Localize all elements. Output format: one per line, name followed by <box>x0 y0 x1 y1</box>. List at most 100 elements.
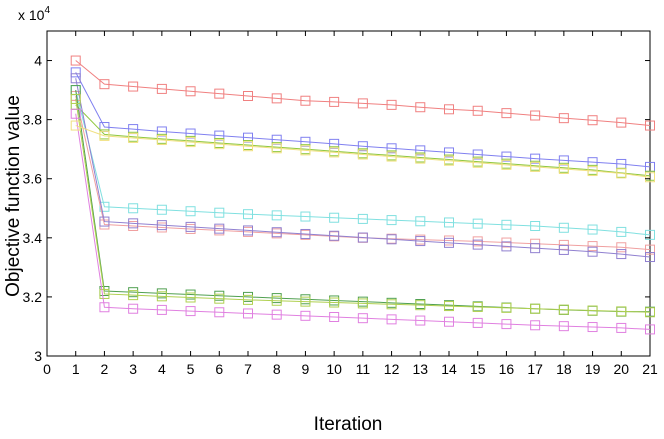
series-1 <box>70 55 655 131</box>
data-point <box>156 304 167 315</box>
data-point <box>156 135 167 146</box>
data-point <box>558 304 569 315</box>
data-point <box>444 155 454 166</box>
data-point <box>386 215 397 226</box>
data-point <box>444 301 454 312</box>
data-point <box>386 299 397 310</box>
y-axis-multiplier: x 104 <box>18 5 50 23</box>
data-point <box>444 237 454 248</box>
data-point <box>357 149 368 160</box>
data-point <box>357 141 368 152</box>
y-multiplier-exponent: 4 <box>44 5 50 16</box>
x-tick-label: 11 <box>356 361 371 377</box>
data-point <box>558 113 569 124</box>
y-tick-label: 3.2 <box>23 289 43 305</box>
series-line <box>75 125 651 178</box>
data-point <box>616 168 627 179</box>
data-point <box>616 117 627 128</box>
data-point <box>329 297 340 308</box>
data-point <box>645 307 655 318</box>
data-point <box>645 244 655 255</box>
data-point <box>501 108 512 119</box>
x-tick-label: 12 <box>384 361 400 377</box>
data-point <box>300 211 311 222</box>
y-axis-label: Objective function value <box>3 95 24 297</box>
data-point <box>70 108 81 119</box>
y-tick-label: 3.4 <box>23 230 43 246</box>
y-tick-label: 4 <box>34 53 42 69</box>
data-point <box>156 291 167 302</box>
data-point <box>530 320 541 331</box>
x-tick-label: 9 <box>302 361 310 377</box>
data-point <box>501 151 512 162</box>
data-point <box>70 120 81 131</box>
data-point <box>185 206 196 217</box>
data-point <box>271 309 282 320</box>
data-point <box>444 217 454 228</box>
x-tick-label: 14 <box>441 361 457 377</box>
data-point <box>185 86 196 97</box>
series-line <box>75 89 651 236</box>
data-point <box>616 306 627 317</box>
data-point <box>357 232 368 243</box>
data-point <box>99 216 110 227</box>
data-point <box>501 241 512 252</box>
data-point <box>70 55 81 66</box>
data-point <box>645 120 655 131</box>
data-point <box>99 201 110 212</box>
data-point <box>128 303 139 314</box>
series-line <box>75 113 651 330</box>
data-point <box>530 110 541 121</box>
series-8 <box>70 93 655 318</box>
x-tick-label: 6 <box>215 361 223 377</box>
x-tick-label: 7 <box>244 361 252 377</box>
data-point <box>472 317 483 328</box>
x-tick-label: 19 <box>585 361 601 377</box>
data-point <box>185 306 196 317</box>
data-point <box>386 314 397 325</box>
data-point <box>357 298 368 309</box>
data-point <box>243 141 253 152</box>
data-point <box>329 147 340 158</box>
series-9 <box>70 108 655 335</box>
data-point <box>587 115 598 126</box>
x-tick-label: 1 <box>72 361 80 377</box>
data-point <box>616 226 627 237</box>
data-point <box>329 312 340 322</box>
data-point <box>530 243 541 254</box>
series-line <box>75 104 651 177</box>
data-point <box>415 153 426 164</box>
data-point <box>444 104 454 115</box>
data-point <box>300 145 311 156</box>
y-tick-label: 3.6 <box>23 171 43 187</box>
data-point <box>501 302 512 313</box>
data-point <box>501 159 512 170</box>
data-point <box>185 292 196 303</box>
series-line <box>75 98 651 313</box>
data-point <box>415 315 426 326</box>
data-point <box>243 225 253 236</box>
data-point <box>558 239 569 250</box>
data-point <box>472 301 483 312</box>
data-point <box>329 230 340 241</box>
x-tick-label: 3 <box>129 361 137 377</box>
data-point <box>271 143 282 154</box>
data-point <box>645 324 655 335</box>
data-point <box>587 246 598 257</box>
series-6 <box>70 73 655 263</box>
data-point <box>357 213 368 224</box>
data-point <box>214 293 225 304</box>
data-point <box>645 252 655 263</box>
data-point <box>128 290 139 301</box>
data-point <box>271 227 282 238</box>
data-point <box>558 163 569 174</box>
data-point <box>243 308 253 319</box>
x-tick-label: 2 <box>101 361 109 377</box>
data-point <box>70 67 81 78</box>
x-axis-ticks: 0 1 2 3 4 5 6 7 8 9 10 11 12 13 14 15 16 17 18 19 20 21 <box>43 31 658 377</box>
data-point <box>128 132 139 143</box>
data-point <box>558 321 569 332</box>
data-point <box>386 234 397 245</box>
data-point <box>99 288 110 299</box>
y-axis-ticks: 3 3.2 3.4 3.6 3.8 4 <box>23 53 650 364</box>
